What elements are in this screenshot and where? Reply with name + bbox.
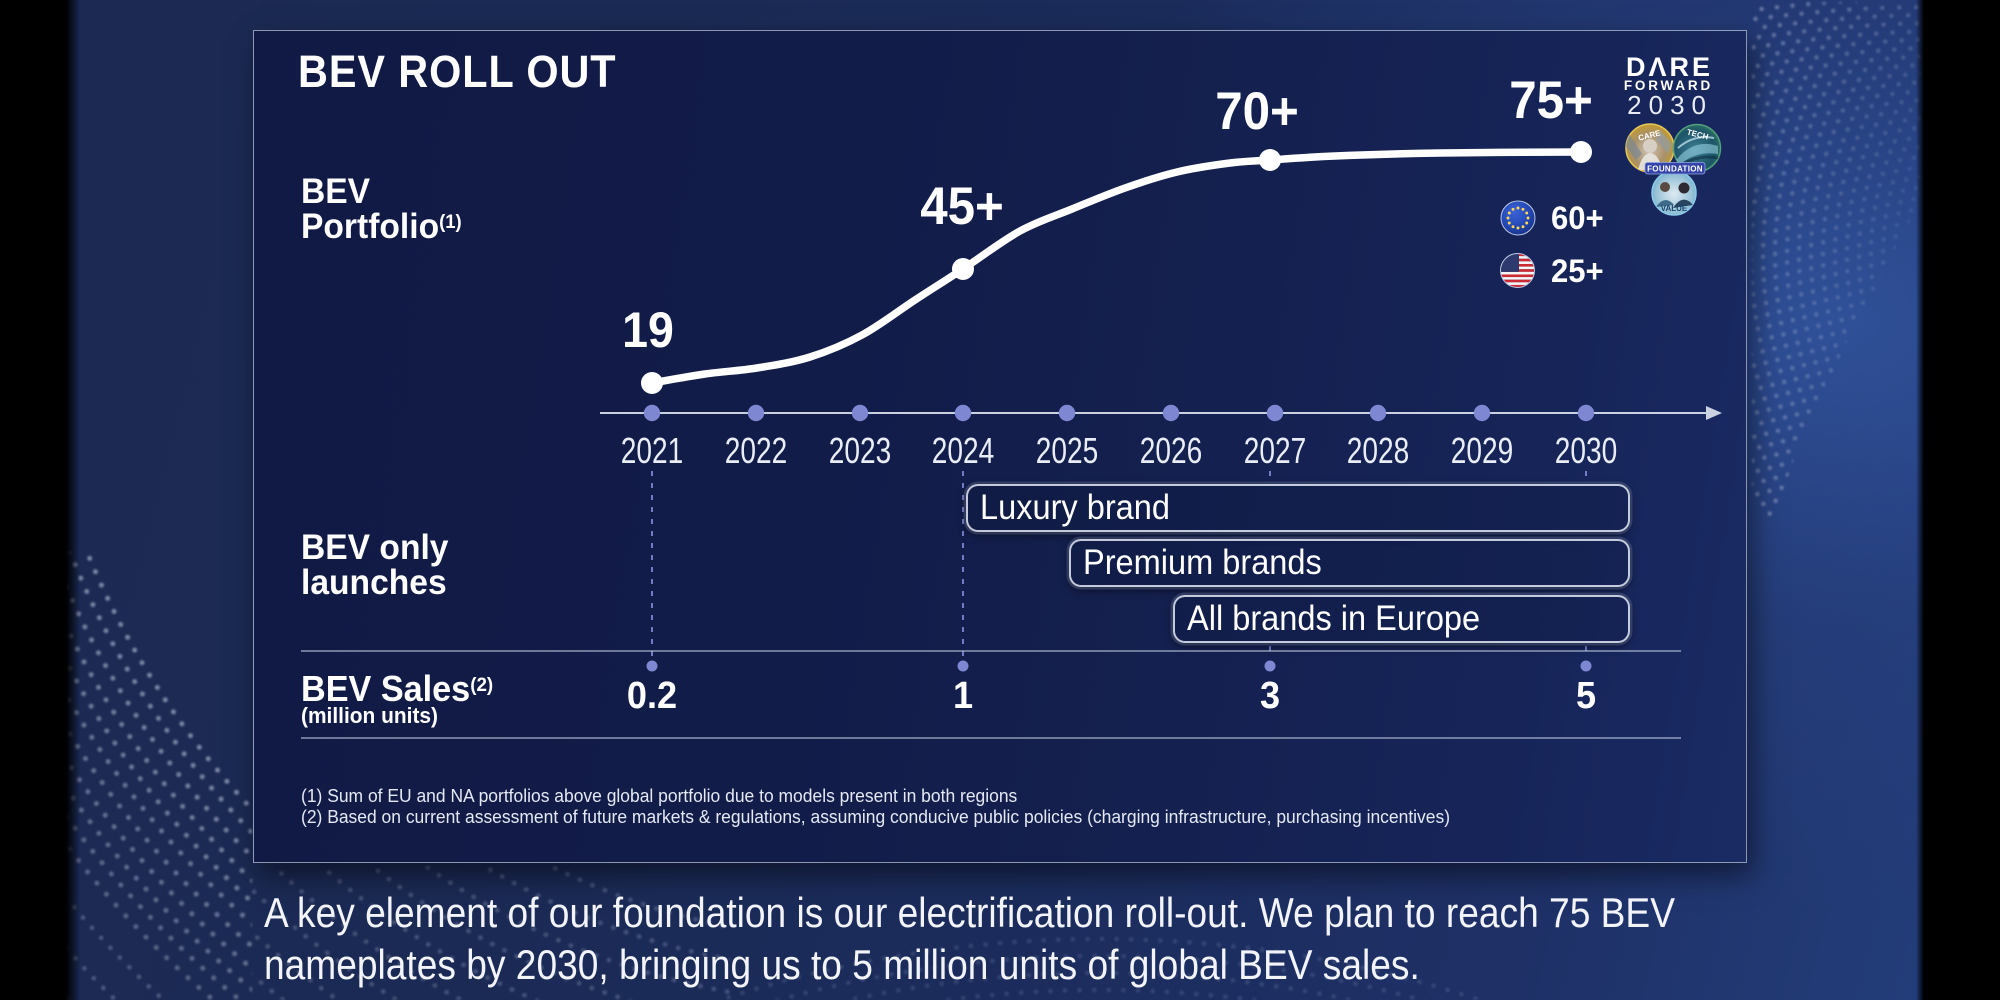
svg-text:FOUNDATION: FOUNDATION <box>1647 165 1703 174</box>
svg-text:VALUE: VALUE <box>1661 204 1688 213</box>
